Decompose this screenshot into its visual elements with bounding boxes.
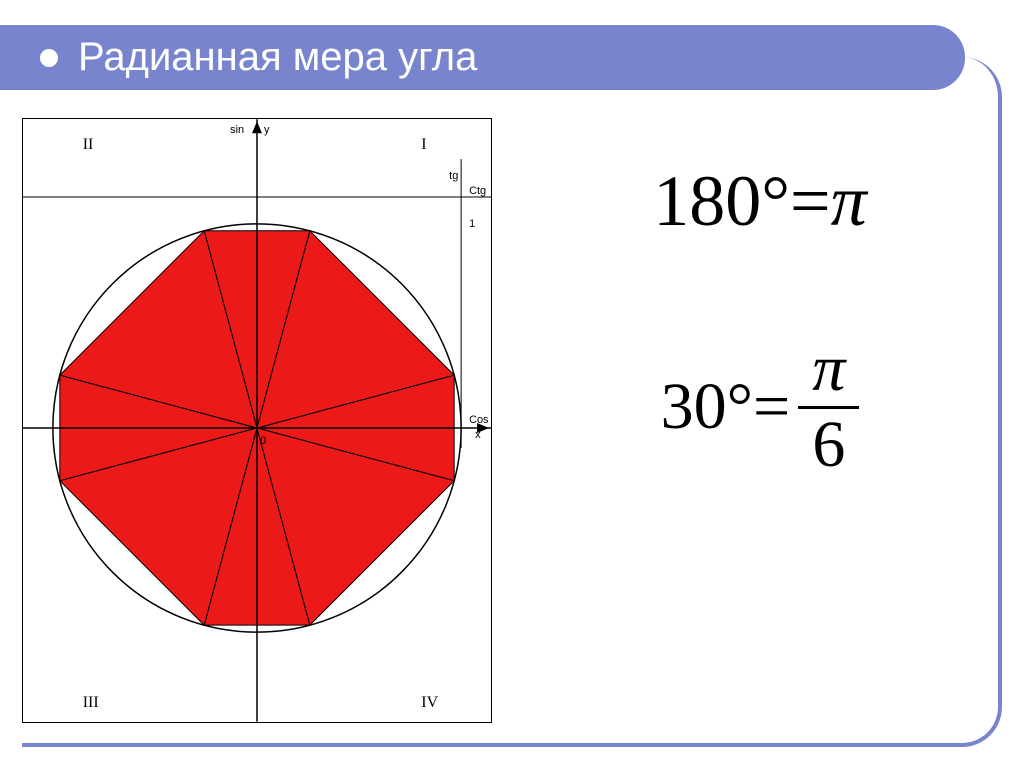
axis-label-one: 1 [469,218,475,230]
formula-180-pi: 180° = π [540,160,980,243]
title-bullet-icon [40,49,58,67]
f1-eq: = [790,160,831,243]
diagram-svg: IIIIIIIVsinyCosxtgCtg10 [23,119,491,722]
quadrant-label: III [83,694,99,711]
f2-denominator: 6 [798,409,859,482]
slide-title: Радианная мера угла [78,35,477,80]
formulas-block: 180° = π 30° = π 6 [540,160,980,481]
axis-label-zero: 0 [260,435,266,447]
f2-eq: = [753,369,790,445]
quadrant-label: IV [421,694,438,711]
f2-lhs: 30° [661,369,753,445]
y-arrow-icon [252,121,262,133]
formula-30-pi6: 30° = π 6 [540,333,980,481]
title-bar: Радианная мера угла [0,25,965,90]
axis-label-ctg: Ctg [469,185,486,197]
axis-label-cos: Cos [469,414,489,426]
unit-circle-diagram: IIIIIIIVsinyCosxtgCtg10 [22,118,492,723]
f2-fraction: π 6 [798,333,859,481]
f1-lhs: 180° [653,160,790,243]
axis-label-x: x [475,429,481,441]
axis-label-y: y [264,124,270,136]
f1-pi: π [831,160,867,243]
axis-label-sin: sin [230,124,244,136]
quadrant-label: II [83,136,94,153]
f2-numerator: π [798,333,859,409]
axis-label-tg: tg [449,170,458,182]
quadrant-label: I [421,136,426,153]
